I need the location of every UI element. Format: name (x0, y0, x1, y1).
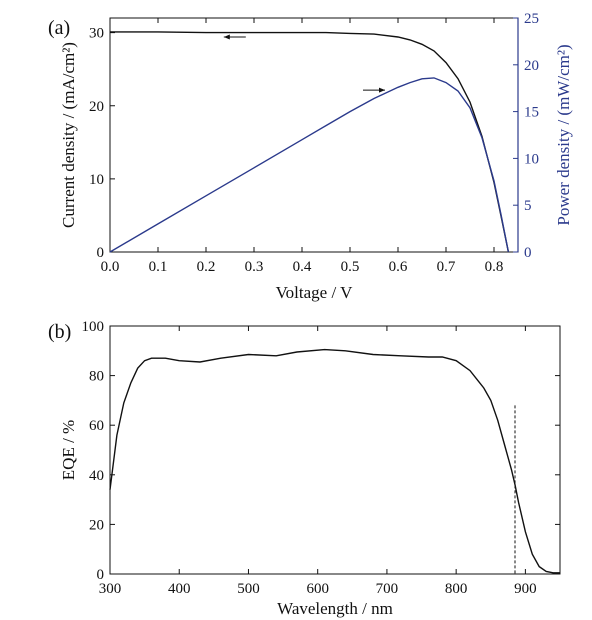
chart-b-y-ticks: 0 20 40 60 80 100 (82, 319, 560, 583)
chart-a-y-tick-label: 30 (89, 26, 104, 42)
chart-a-arrows (223, 34, 385, 93)
chart-a-y-tick-label: 10 (89, 172, 104, 188)
chart-a-x-label: Voltage / V (276, 283, 354, 302)
chart-b-y-label: EQE / % (59, 420, 78, 480)
chart-a-y-tick-label: 0 (97, 245, 105, 261)
chart-b-y-tick-label: 60 (89, 418, 104, 434)
chart-b-y-tick-label: 20 (89, 517, 104, 533)
chart-a-right-tick-label: 25 (524, 11, 539, 27)
current-density-line (110, 31, 510, 253)
chart-a-y-ticks: 0 10 20 30 (89, 26, 115, 261)
chart-b-y-tick-label: 40 (89, 468, 104, 484)
current-axis-arrow (223, 34, 246, 40)
chart-a-right-ticks: 0 5 10 15 20 25 (513, 11, 539, 261)
power-density-line (109, 77, 510, 253)
chart-a-x-tick-label: 0.7 (437, 259, 456, 275)
chart-b-x-tick-label: 800 (445, 581, 468, 597)
chart-b-x-tick-label: 900 (514, 581, 537, 597)
chart-a-right-label: Power density / (mW/cm²) (554, 44, 573, 225)
chart-a-x-ticks: 0.0 0.1 0.2 0.3 0.4 0.5 0.6 0.7 0.8 (101, 18, 504, 275)
chart-b-x-ticks: 300 400 500 600 700 800 900 (99, 326, 537, 597)
chart-b-x-tick-label: 300 (99, 581, 122, 597)
chart-a-x-tick-label: 0.5 (341, 259, 360, 275)
power-axis-arrow (363, 87, 385, 93)
chart-b-x-tick-label: 400 (168, 581, 191, 597)
chart-b-x-label: Wavelength / nm (277, 599, 393, 618)
chart-b-y-tick-label: 0 (97, 567, 105, 583)
chart-a-x-tick-label: 0.8 (485, 259, 504, 275)
chart-a-right-tick-label: 10 (524, 151, 539, 167)
panel-b-label: (b) (48, 321, 71, 343)
chart-a-y-label: Current density / (mA/cm²) (59, 42, 78, 228)
chart-a: (a) 0.0 0.1 0.2 0.3 0.4 0.5 0.6 0.7 0.8 0102030 … (48, 11, 573, 302)
panel-a-label: (a) (48, 17, 70, 39)
chart-a-x-tick-label: 0.0 (101, 259, 120, 275)
chart-a-x-tick-label: 0.1 (149, 259, 168, 275)
chart-b-y-tick-label: 80 (89, 369, 104, 385)
chart-a-x-tick-label: 0.6 (389, 259, 408, 275)
chart-a-right-tick-label: 15 (524, 105, 539, 121)
chart-b-x-tick-label: 700 (376, 581, 399, 597)
chart-a-x-tick-label: 0.2 (197, 259, 216, 275)
chart-a-right-tick-label: 0 (524, 245, 532, 261)
chart-b-y-tick-label: 100 (82, 319, 105, 335)
chart-a-y-tick-label: 20 (89, 99, 104, 115)
chart-b-frame (109, 325, 561, 575)
chart-b-x-tick-label: 600 (306, 581, 329, 597)
eqe-line (109, 348, 560, 574)
chart-a-x-tick-label: 0.4 (293, 259, 312, 275)
chart-a-right-tick-label: 20 (524, 58, 539, 74)
chart-a-right-tick-label: 5 (524, 198, 532, 214)
chart-b: (b) 300 400 500 600 700 800 900 0 20 40 60 80 100 W… (48, 319, 561, 618)
chart-b-x-tick-label: 500 (237, 581, 260, 597)
chart-a-x-tick-label: 0.3 (245, 259, 264, 275)
